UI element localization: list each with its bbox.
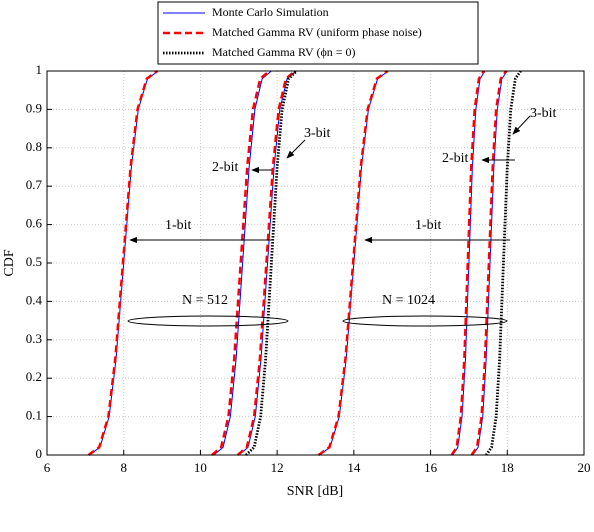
x-tick-label: 18 (501, 460, 514, 475)
annotation: 3-bit (530, 106, 557, 121)
annotation: 2-bit (442, 151, 469, 166)
legend-label: Matched Gamma RV (uniform phase noise) (212, 25, 422, 39)
y-tick-label: 0.2 (26, 369, 42, 384)
cdf-curve (211, 70, 271, 456)
annotation: N = 512 (182, 293, 228, 308)
cdf-curve (450, 70, 485, 456)
ellipse (127, 315, 289, 327)
legend: Monte Carlo Simulation Matched Gamma RV (… (157, 1, 479, 65)
x-tick-label: 16 (424, 460, 438, 475)
ellipse (342, 315, 508, 327)
cdf-curve (87, 69, 159, 457)
annotation: 2-bit (212, 160, 239, 175)
y-tick-label: 0.5 (26, 254, 42, 269)
y-tick-label: 0.4 (26, 292, 43, 307)
legend-box (157, 1, 479, 65)
x-axis-label: SNR [dB] (287, 484, 343, 499)
x-tick-label: 14 (347, 460, 361, 475)
annotation: 3-bit (304, 126, 331, 141)
cdf-curve (245, 69, 298, 457)
cdf-curve (236, 70, 296, 456)
y-tick-label: 1 (36, 62, 43, 77)
legend-label: Monte Carlo Simulation (212, 5, 329, 19)
y-tick-label: 0.9 (26, 100, 42, 115)
y-axis-label: CDF (2, 249, 17, 276)
curves (87, 69, 522, 457)
annotation: 1-bit (415, 218, 442, 233)
cdf-curve (317, 69, 389, 457)
y-tick-label: 0.8 (26, 139, 42, 154)
y-tick-label: 0.7 (26, 177, 43, 192)
arrow (512, 115, 531, 135)
cdf-curve (472, 70, 508, 456)
arrow (286, 139, 306, 159)
x-tick-label: 6 (44, 460, 51, 475)
x-tick-label: 20 (578, 460, 591, 475)
x-tick-label: 12 (271, 460, 284, 475)
cdf-curve (213, 70, 272, 456)
annotation: N = 1024 (382, 293, 435, 308)
y-tick-label: 0.1 (26, 408, 42, 423)
y-tick-label: 0.3 (26, 331, 42, 346)
annotations (127, 115, 531, 327)
annotation: 1-bit (165, 218, 192, 233)
cdf-curve (470, 70, 508, 456)
y-tick-label: 0.6 (26, 216, 43, 231)
x-tick-label: 8 (120, 460, 127, 475)
legend-label: Matched Gamma RV (ϕn = 0) (212, 45, 356, 59)
y-tick-label: 0 (36, 446, 43, 461)
x-tick-label: 10 (194, 460, 207, 475)
